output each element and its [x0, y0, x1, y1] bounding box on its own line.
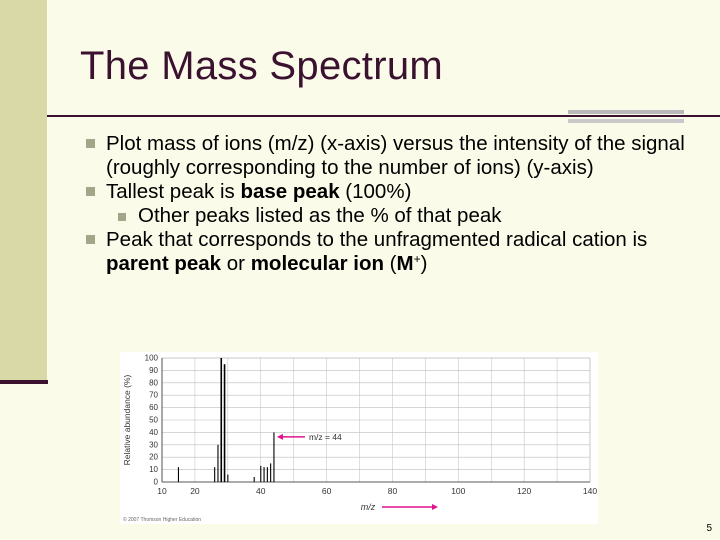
title-rule-shadow-lower	[568, 119, 684, 123]
y-tick-label: 0	[154, 478, 159, 487]
y-tick-label: 90	[149, 366, 158, 375]
bullet-bold-text: molecular ion	[250, 252, 384, 275]
bullet-text: Tallest peak is	[106, 180, 241, 203]
x-tick-label: 140	[583, 486, 597, 496]
bullet-text: (100%)	[339, 180, 412, 203]
y-tick-label: 70	[149, 391, 158, 400]
copyright-text: © 2007 Thomson Higher Education	[123, 516, 201, 523]
y-tick-label: 100	[145, 354, 159, 363]
bullet-text: or	[221, 252, 251, 275]
bullet-bold-text: parent peak	[106, 252, 222, 275]
square-bullet-icon	[118, 213, 126, 221]
mass-spectrum-figure: 0 10 20 30 40 50 60 70 80 90 100 10 20 40 60 80 100 120 14…	[120, 352, 598, 524]
y-tick-label: 40	[149, 428, 158, 437]
superscript-plus: +	[413, 252, 421, 266]
slide-title: The Mass Spectrum	[80, 44, 443, 88]
title-rule	[47, 115, 720, 117]
left-decor-bar	[0, 0, 47, 383]
annotation-label: m/z = 44	[309, 432, 342, 442]
x-tick-label: 80	[388, 486, 398, 496]
y-tick-label: 30	[149, 440, 158, 449]
y-tick-label: 50	[149, 416, 158, 425]
square-bullet-icon	[86, 235, 95, 244]
x-tick-label: 60	[322, 486, 332, 496]
y-tick-label: 60	[149, 403, 158, 412]
sub-bullet-item: Other peaks listed as the % of that peak	[86, 204, 696, 228]
x-tick-label: 40	[256, 486, 266, 496]
left-decor-accent	[0, 380, 48, 384]
bullet-text: Other peaks listed as the % of that peak	[138, 204, 502, 227]
x-axis-label: m/z	[361, 502, 376, 512]
page-number: 5	[706, 523, 712, 534]
square-bullet-icon	[86, 187, 95, 196]
bullet-text: (	[383, 252, 397, 275]
y-tick-label: 80	[149, 378, 158, 387]
x-tick-label: 120	[517, 486, 531, 496]
x-tick-label: 10	[157, 486, 167, 496]
bullet-item: Tallest peak is base peak (100%)	[86, 180, 696, 204]
bullet-bold-text: M	[396, 252, 414, 275]
y-axis-label: Relative abundance (%)	[122, 374, 132, 465]
bullet-text: )	[420, 252, 428, 275]
x-tick-label: 20	[190, 486, 200, 496]
y-tick-label: 10	[149, 465, 158, 474]
bullet-bold-text: base peak	[240, 180, 340, 203]
bullet-text: Peak that corresponds to the unfragmente…	[106, 228, 648, 251]
title-rule-shadow	[568, 110, 684, 114]
bullet-text: Plot mass of ions (m/z) (x-axis) versus …	[106, 132, 685, 179]
y-tick-label: 20	[149, 453, 158, 462]
x-tick-label: 100	[451, 486, 465, 496]
annotation-arrow-head	[276, 433, 283, 440]
bullet-item: Peak that corresponds to the unfragmente…	[86, 228, 696, 276]
x-axis-arrow-head	[432, 504, 438, 510]
square-bullet-icon	[86, 139, 95, 148]
bullet-list: Plot mass of ions (m/z) (x-axis) versus …	[86, 132, 696, 276]
bullet-item: Plot mass of ions (m/z) (x-axis) versus …	[86, 132, 696, 180]
